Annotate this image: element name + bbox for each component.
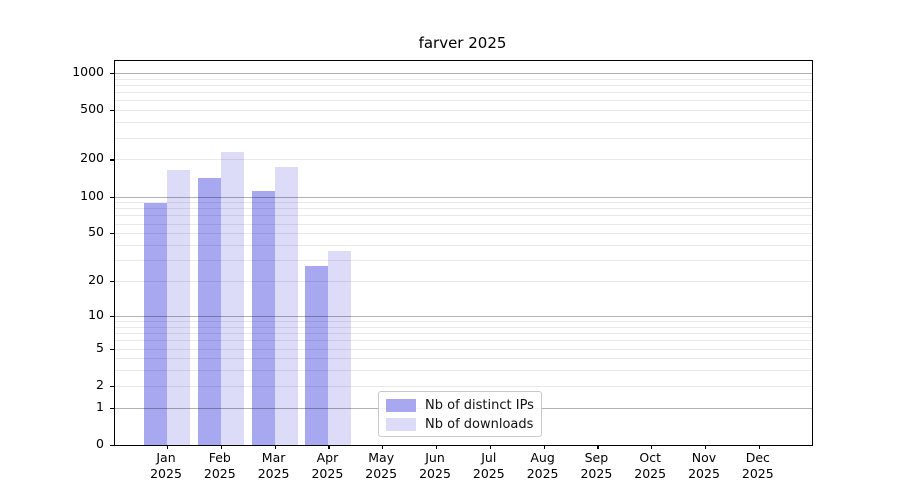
x-tick-jan [167, 445, 169, 449]
x-tick-aug [543, 445, 545, 449]
gridline-200 [115, 159, 812, 161]
y-tick-label-1: 1 [96, 398, 104, 414]
gridline-7 [115, 333, 812, 334]
y-tick-20 [110, 281, 114, 283]
gridline-30 [115, 260, 812, 262]
gridline-900 [115, 78, 812, 80]
gridline-700 [115, 92, 812, 94]
gridline-3 [115, 370, 812, 372]
gridline-80 [115, 208, 812, 210]
y-tick-label-10: 10 [88, 306, 104, 322]
legend-label: Nb of distinct IPs [425, 398, 534, 413]
y-tick-1 [110, 407, 114, 409]
y-tick-label-20: 20 [88, 272, 104, 287]
x-tick-oct [651, 445, 653, 449]
gridline-6 [115, 340, 812, 342]
distinct-ips-swatch [386, 399, 416, 412]
plot-area [110, 60, 813, 449]
y-tick-label-1000: 1000 [72, 63, 104, 79]
gridline-9 [115, 321, 812, 322]
y-tick-label-50: 50 [88, 224, 104, 240]
gridline-20 [115, 281, 812, 282]
x-tick-nov [705, 445, 707, 449]
gridline-50 [115, 233, 812, 235]
x-tick-sep [597, 445, 599, 449]
gridline-100 [115, 196, 812, 198]
y-tick-10 [110, 315, 114, 318]
chart-title: farver 2025 [418, 34, 507, 52]
bar-distinct-ips-feb [197, 178, 221, 445]
x-tick-may [382, 445, 384, 449]
y-tick-label-5: 5 [96, 339, 104, 355]
gridline-1000 [115, 72, 812, 74]
y-tick-100 [110, 196, 114, 198]
legend: Nb of distinct IPs Nb of downloads [378, 391, 542, 437]
gridline-500 [115, 110, 812, 112]
x-tick-jul [489, 445, 491, 449]
bar-downloads-feb [220, 151, 244, 445]
x-tick-dec [758, 445, 760, 449]
gridline-40 [115, 245, 812, 246]
legend-label: Nb of downloads [425, 417, 534, 432]
x-tick-label-sep: Sep 2025 [580, 450, 613, 481]
y-tick-label-100: 100 [80, 187, 104, 203]
x-tick-label-apr: Apr 2025 [311, 450, 344, 481]
bar-distinct-ips-mar [251, 190, 275, 445]
bar-downloads-jan [167, 170, 190, 445]
gridline-800 [115, 84, 812, 86]
gridline-70 [115, 215, 812, 217]
x-tick-label-oct: Oct 2025 [634, 450, 667, 481]
y-tick-0 [110, 445, 114, 447]
x-tick-label-jan: Jan 2025 [150, 450, 182, 481]
x-tick-label-dec: Dec 2025 [741, 450, 774, 481]
y-tick-1000 [110, 72, 114, 75]
x-tick-mar [274, 445, 276, 449]
legend-item-downloads: Nb of downloads [379, 415, 541, 434]
y-tick-5 [110, 348, 114, 350]
x-tick-label-may: May 2025 [365, 450, 398, 481]
bar-distinct-ips-jan [144, 202, 167, 445]
gridline-4 [115, 358, 812, 360]
y-tick-500 [110, 110, 114, 112]
x-tick-label-jul: Jul 2025 [472, 450, 505, 481]
x-tick-label-jun: Jun 2025 [419, 450, 451, 481]
gridline-400 [115, 122, 812, 124]
gridline-90 [115, 202, 812, 204]
downloads-swatch [386, 418, 416, 431]
y-tick-2 [110, 385, 114, 387]
gridline-300 [115, 137, 812, 139]
y-tick-label-2: 2 [96, 376, 104, 392]
y-tick-label-0: 0 [96, 436, 104, 451]
gridline-10 [115, 315, 812, 317]
y-tick-200 [110, 159, 114, 161]
y-tick-label-200: 200 [80, 150, 104, 166]
gridline-2 [115, 385, 812, 387]
x-tick-label-mar: Mar 2025 [257, 450, 290, 481]
bar-distinct-ips-apr [305, 265, 329, 445]
y-tick-label-500: 500 [80, 101, 104, 117]
gridline-60 [115, 223, 812, 225]
x-tick-apr [328, 445, 330, 449]
x-tick-label-aug: Aug 2025 [526, 450, 559, 481]
x-tick-label-feb: Feb 2025 [203, 450, 236, 481]
bar-downloads-apr [328, 250, 352, 445]
y-tick-50 [110, 233, 114, 235]
x-tick-feb [220, 445, 222, 449]
gridline-5 [115, 348, 812, 350]
gridline-600 [115, 100, 812, 102]
x-tick-jun [436, 445, 438, 449]
bar-downloads-mar [274, 167, 298, 445]
legend-item-distinct-ips: Nb of distinct IPs [379, 396, 541, 415]
x-tick-label-nov: Nov 2025 [688, 450, 720, 481]
gridline-8 [115, 326, 812, 328]
